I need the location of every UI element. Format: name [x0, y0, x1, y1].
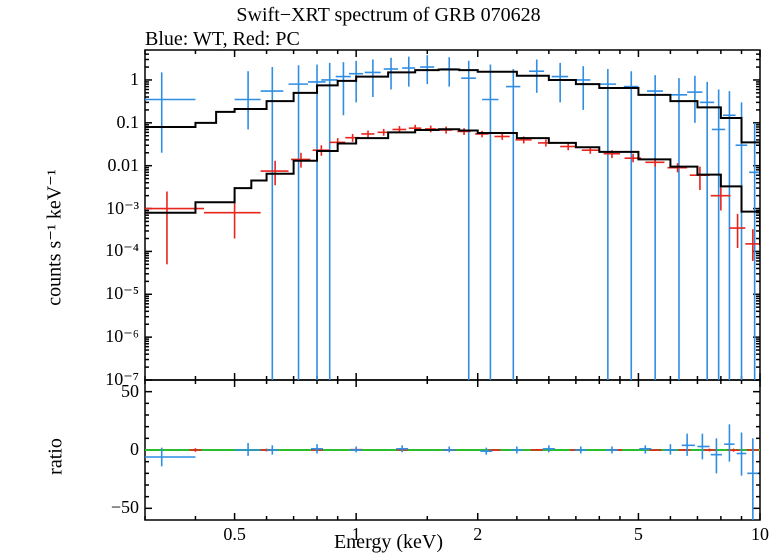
tick-label: 10⁻⁴: [69, 240, 139, 261]
tick-label: 1: [69, 69, 139, 90]
tick-label: 0: [69, 439, 139, 460]
tick-label: 10⁻⁶: [69, 326, 139, 347]
tick-label: 5: [598, 524, 678, 545]
tick-label: 50: [69, 381, 139, 402]
tick-label: −50: [69, 497, 139, 518]
tick-label: 10⁻³: [69, 198, 139, 219]
tick-label: 0.5: [195, 524, 275, 545]
tick-label: 1: [316, 524, 396, 545]
figure-root: Swift−XRT spectrum of GRB 070628 Blue: W…: [0, 0, 777, 556]
tick-label: 10⁻⁵: [69, 283, 139, 304]
tick-label: 0.01: [69, 155, 139, 176]
tick-label: 0.1: [69, 112, 139, 133]
tick-label: 2: [438, 524, 518, 545]
tick-label: 10: [720, 524, 777, 545]
